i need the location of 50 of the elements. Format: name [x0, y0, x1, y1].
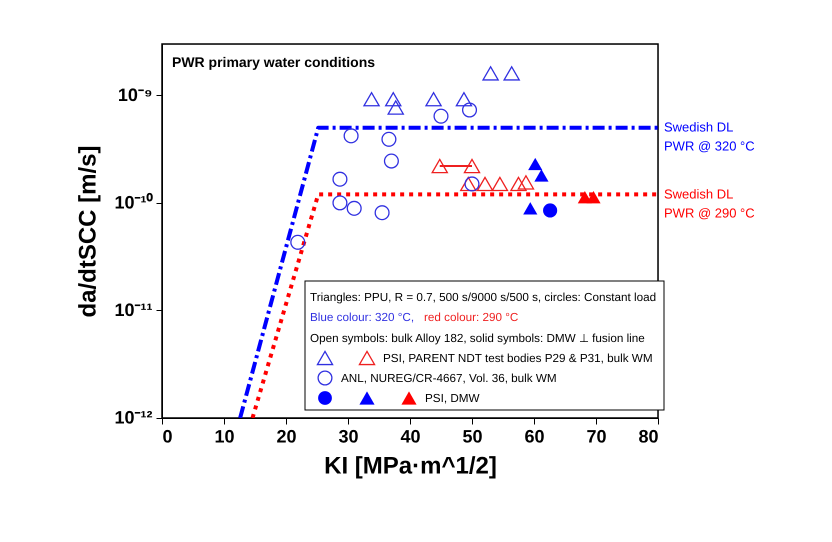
x-tick-label: 0 [162, 426, 173, 446]
point [344, 128, 359, 144]
x-tick-label: 40 [400, 426, 421, 446]
x-tick-label: 30 [338, 426, 359, 446]
x-tick-label: 70 [586, 426, 607, 446]
point [432, 158, 448, 174]
point [456, 92, 472, 106]
x-tick-label: 10 [214, 426, 235, 446]
series-label: Swedish DL PWR @ 320 °C [664, 120, 755, 154]
point [425, 92, 442, 106]
point [476, 176, 494, 192]
legend-label: PSI, PARENT NDT test bodies P29 & P31, bulk WM [383, 352, 653, 365]
x-tick-label: 60 [524, 426, 545, 446]
point [384, 153, 399, 169]
point [381, 132, 396, 147]
point [363, 92, 380, 106]
annotation: Triangles: PPU, R = 0.7, 500 s/9000 s/500 s, circles: Constant load [310, 291, 656, 304]
point [518, 175, 534, 190]
y-tick-label: 10⁻¹¹ [114, 300, 152, 320]
point [346, 200, 362, 216]
legend-label: ANL, NUREG/CR-4667, Vol. 36, bulk WM [341, 372, 557, 385]
point [332, 195, 348, 210]
series-label: Swedish DL PWR @ 290 °C [664, 186, 755, 220]
point [492, 176, 508, 192]
x-axis-title: KI [MPa·m^1/2] [324, 452, 497, 480]
x-tick-label: 50 [462, 426, 483, 446]
annotation: Open symbols: bulk Alloy 182, solid symbols: DMW ⊥ fusion line [310, 332, 645, 345]
annotation: Blue colour: 320 °C, [310, 311, 414, 324]
point [388, 100, 404, 115]
x-tick-label: 80 [638, 426, 658, 446]
point [374, 205, 390, 220]
point [464, 176, 480, 192]
y-tick-label: 10⁻¹⁰ [114, 192, 154, 212]
text: PWR primary water conditions [172, 54, 376, 70]
point [510, 176, 527, 192]
point [385, 92, 402, 106]
point [482, 66, 499, 81]
y-axis-title: da/dtSCC [m/s] [74, 145, 102, 318]
point [332, 172, 348, 187]
x-tick-label: 20 [276, 426, 297, 446]
point [464, 158, 480, 174]
y-tick-label: 10⁻¹² [114, 408, 152, 428]
legend-label: PSI, DMW [425, 392, 480, 405]
point [290, 234, 306, 250]
point [503, 66, 520, 81]
annotation: red colour: 290 °C [424, 311, 518, 324]
point [433, 108, 449, 124]
y-tick-label: 10⁻⁹ [118, 84, 152, 105]
point [462, 102, 478, 118]
point [460, 176, 477, 192]
